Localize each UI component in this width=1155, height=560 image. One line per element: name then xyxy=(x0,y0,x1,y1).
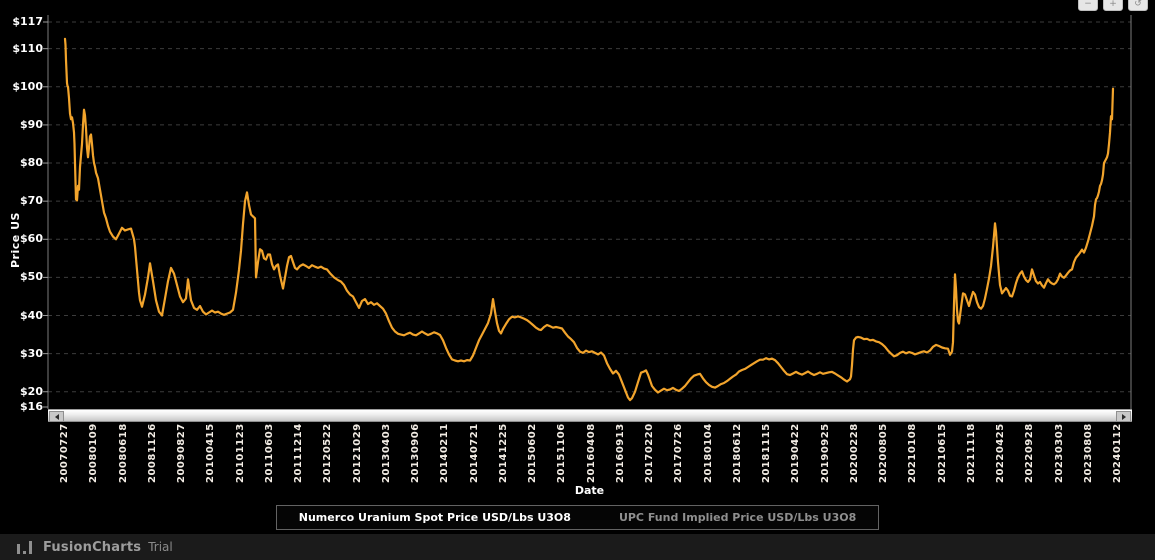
x-axis-label: 20190422 xyxy=(790,423,802,483)
x-scrollbar[interactable] xyxy=(48,409,1132,422)
x-axis-label: 20230808 xyxy=(1082,423,1094,483)
x-axis-title: Date xyxy=(574,484,605,497)
x-axis-label: 20220928 xyxy=(1024,423,1036,483)
chart-toolbar: − + ↺ xyxy=(1078,0,1148,11)
y-axis-label: $30 xyxy=(20,346,43,360)
y-axis-label: $117 xyxy=(12,15,43,28)
x-axis-label: 20121029 xyxy=(351,423,363,483)
x-axis-label: 20151106 xyxy=(556,423,568,483)
x-axis-label: 20141225 xyxy=(497,423,509,483)
zoom-out-button[interactable]: − xyxy=(1078,0,1098,11)
legend-item[interactable]: Numerco Uranium Spot Price USD/Lbs U3O8 xyxy=(298,511,571,524)
x-axis-label: 20101123 xyxy=(234,423,246,483)
x-axis-label: 20140211 xyxy=(439,423,451,483)
scrollbar-left-arrow-button[interactable] xyxy=(49,411,64,422)
y-axis-label: $100 xyxy=(12,79,43,93)
x-axis-label: 20200805 xyxy=(878,423,889,483)
x-axis-label: 20160408 xyxy=(585,423,597,483)
x-axis-label: 20130403 xyxy=(380,423,392,483)
fusioncharts-footer: FusionCharts Trial xyxy=(0,534,1155,560)
fusioncharts-brand[interactable]: FusionCharts xyxy=(43,539,142,555)
x-axis-label: 20090827 xyxy=(176,423,187,483)
right-arrow-icon xyxy=(1121,413,1126,420)
zoom-mode-button[interactable]: + xyxy=(1103,0,1123,11)
y-axis-label: $40 xyxy=(20,308,43,322)
x-axis-label: 20180612 xyxy=(731,423,743,483)
y-axis-label: $20 xyxy=(20,384,43,398)
scrollbar-right-arrow-button[interactable] xyxy=(1116,411,1131,422)
trial-badge: Trial xyxy=(148,540,173,554)
x-axis-label: 20181115 xyxy=(761,423,772,483)
x-axis-label: 20130906 xyxy=(410,423,421,483)
x-axis-label: 20111214 xyxy=(293,423,304,483)
x-axis-label: 20190925 xyxy=(819,423,831,483)
x-axis-label: 20140721 xyxy=(468,423,480,483)
x-axis-label: 20230303 xyxy=(1053,423,1065,483)
x-axis-label: 20120522 xyxy=(322,423,334,483)
x-axis-label: 20080618 xyxy=(117,423,129,483)
legend-wrap: Numerco Uranium Spot Price USD/Lbs U3O8 U… xyxy=(0,505,1155,530)
x-axis-label: 20100415 xyxy=(205,423,217,483)
left-arrow-icon xyxy=(54,413,59,420)
x-axis-label: 20170220 xyxy=(644,423,655,483)
y-axis-label: $90 xyxy=(20,117,43,131)
y-axis-label: $110 xyxy=(12,41,43,55)
price-line-chart[interactable] xyxy=(0,0,1155,545)
x-axis-label: 20220425 xyxy=(995,423,1006,483)
x-axis-label: 20210615 xyxy=(936,423,948,483)
y-axis-label: $16 xyxy=(20,400,43,413)
x-axis-label: 20070727 xyxy=(59,423,70,483)
y-axis-label: $50 xyxy=(20,270,43,284)
x-axis-label: 20081126 xyxy=(146,423,158,483)
y-axis-label: $60 xyxy=(20,232,43,246)
reset-zoom-button[interactable]: ↺ xyxy=(1128,0,1148,11)
legend: Numerco Uranium Spot Price USD/Lbs U3O8 U… xyxy=(275,505,880,530)
x-axis-label: 20170726 xyxy=(673,423,685,483)
y-axis-label: $70 xyxy=(20,194,43,208)
x-axis-label: 20110603 xyxy=(263,423,275,483)
y-axis-label: $80 xyxy=(20,156,43,170)
legend-item[interactable]: UPC Fund Implied Price USD/Lbs U3O8 xyxy=(618,511,857,524)
x-axis-label: 20211118 xyxy=(965,423,977,483)
x-axis-label: 20160913 xyxy=(614,423,626,483)
x-axis-label: 20150602 xyxy=(527,423,538,483)
x-axis-label: 20180104 xyxy=(702,423,714,483)
fusioncharts-logo-icon xyxy=(17,540,34,555)
x-axis-label: 20200228 xyxy=(848,423,860,483)
x-axis-label: 20210108 xyxy=(907,423,919,483)
x-axis-label: 20080109 xyxy=(88,423,100,483)
x-axis-label: 20240112 xyxy=(1112,423,1123,483)
